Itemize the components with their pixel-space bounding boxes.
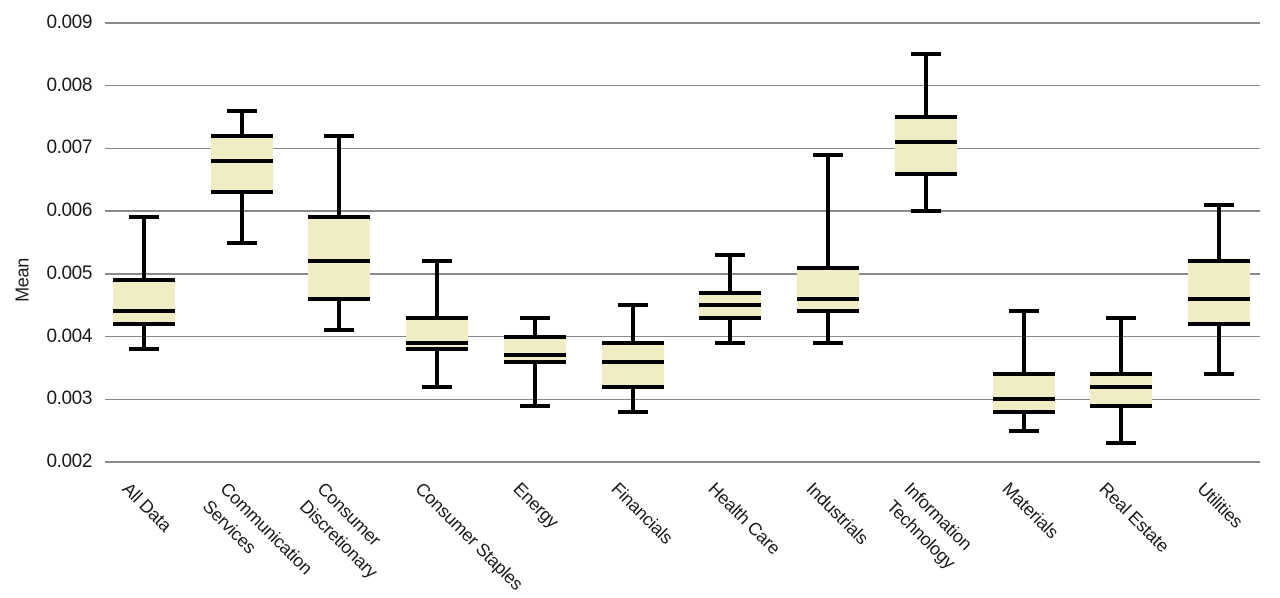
whisker-bottom-stem xyxy=(337,298,342,331)
whisker-top-stem xyxy=(337,135,342,218)
whisker-top-cap xyxy=(715,253,746,258)
y-tick-label: 0.009 xyxy=(46,12,92,33)
x-tick-label-all-data: All Data xyxy=(118,478,176,536)
x-tick-label-information-technology: Information Technology xyxy=(882,478,976,573)
gridline xyxy=(105,22,1260,24)
x-tick-label-financials: Financials xyxy=(607,478,677,548)
whisker-bottom-stem xyxy=(1021,411,1026,431)
whisker-bottom-cap xyxy=(813,340,844,345)
box xyxy=(797,265,860,314)
whisker-top-cap xyxy=(1204,202,1235,207)
median-line xyxy=(699,303,762,308)
whisker-bottom-cap xyxy=(1106,441,1137,446)
whisker-top-cap xyxy=(324,133,355,138)
y-tick-label: 0.006 xyxy=(46,200,92,222)
whisker-top-cap xyxy=(422,259,453,264)
median-line xyxy=(894,140,957,145)
whisker-bottom-cap xyxy=(519,403,550,408)
box xyxy=(406,315,469,352)
x-tick-label-industrials: Industrials xyxy=(802,478,873,549)
whisker-bottom-stem xyxy=(630,386,635,412)
box xyxy=(113,278,175,327)
whisker-top-cap xyxy=(910,52,941,57)
whisker-top-cap xyxy=(617,303,648,308)
whisker-top-stem xyxy=(532,317,537,337)
gridline xyxy=(105,210,1260,212)
y-tick-label: 0.008 xyxy=(46,74,92,96)
box xyxy=(210,133,273,195)
gridline xyxy=(105,461,1260,463)
whisker-top-cap xyxy=(226,108,257,113)
median-line xyxy=(1090,384,1153,389)
y-tick-label: 0.004 xyxy=(46,325,92,347)
median-line xyxy=(992,397,1055,402)
gridline xyxy=(105,273,1260,275)
whisker-bottom-stem xyxy=(1217,324,1222,375)
median-line xyxy=(210,158,273,163)
whisker-bottom-cap xyxy=(1008,428,1039,433)
median-line xyxy=(113,309,175,314)
box xyxy=(601,340,664,389)
whisker-bottom-cap xyxy=(422,384,453,389)
whisker-bottom-stem xyxy=(239,192,244,243)
box xyxy=(1090,372,1153,408)
whisker-top-stem xyxy=(630,305,635,343)
whisker-bottom-cap xyxy=(910,209,941,214)
x-tick-label-utilities: Utilities xyxy=(1193,478,1247,532)
median-line xyxy=(601,359,664,364)
x-tick-label-communication-services: Communication Services xyxy=(198,478,316,579)
y-tick-label: 0.007 xyxy=(46,137,92,159)
whisker-bottom-cap xyxy=(129,347,159,352)
gridline xyxy=(105,335,1260,338)
gridline xyxy=(105,84,1260,87)
whisker-top-stem xyxy=(1021,311,1026,375)
whisker-top-cap xyxy=(1008,309,1039,314)
whisker-top-cap xyxy=(129,215,159,220)
gridline xyxy=(105,398,1260,401)
y-tick-label: 0.002 xyxy=(46,451,92,472)
whisker-top-stem xyxy=(826,154,831,268)
whisker-top-stem xyxy=(239,110,244,136)
whisker-top-cap xyxy=(813,152,844,157)
median-line xyxy=(308,259,371,264)
median-line xyxy=(1188,296,1251,301)
whisker-bottom-cap xyxy=(1204,372,1235,377)
box xyxy=(894,115,957,176)
box xyxy=(992,372,1055,414)
median-line xyxy=(406,340,469,345)
whisker-top-stem xyxy=(435,261,440,318)
median-line xyxy=(797,296,860,301)
whisker-bottom-cap xyxy=(617,409,648,414)
whisker-top-stem xyxy=(923,54,928,118)
whisker-bottom-cap xyxy=(226,240,257,245)
y-tick-label: 0.003 xyxy=(46,388,92,410)
whisker-bottom-stem xyxy=(142,324,146,350)
gridline xyxy=(105,147,1260,150)
whisker-bottom-stem xyxy=(728,317,733,343)
whisker-bottom-stem xyxy=(532,361,537,406)
whisker-top-cap xyxy=(1106,315,1137,320)
x-tick-label-real-estate: Real Estate xyxy=(1095,478,1174,557)
whisker-top-stem xyxy=(142,217,146,281)
whisker-top-stem xyxy=(1217,204,1222,262)
whisker-bottom-stem xyxy=(923,173,928,212)
x-tick-label-health-care: Health Care xyxy=(704,478,785,559)
x-tick-label-energy: Energy xyxy=(509,478,563,532)
whisker-bottom-cap xyxy=(324,328,355,333)
whisker-top-cap xyxy=(519,315,550,320)
y-tick-label: 0.005 xyxy=(46,262,92,284)
whisker-top-stem xyxy=(728,255,733,293)
whisker-top-stem xyxy=(1119,317,1124,375)
whisker-bottom-stem xyxy=(435,349,440,387)
whisker-bottom-stem xyxy=(1119,405,1124,444)
box xyxy=(1188,259,1251,327)
median-line xyxy=(503,353,566,358)
whisker-bottom-cap xyxy=(715,340,746,345)
whisker-bottom-stem xyxy=(826,311,831,343)
x-tick-label-materials: Materials xyxy=(998,478,1062,543)
box xyxy=(503,334,566,364)
box xyxy=(308,215,371,301)
